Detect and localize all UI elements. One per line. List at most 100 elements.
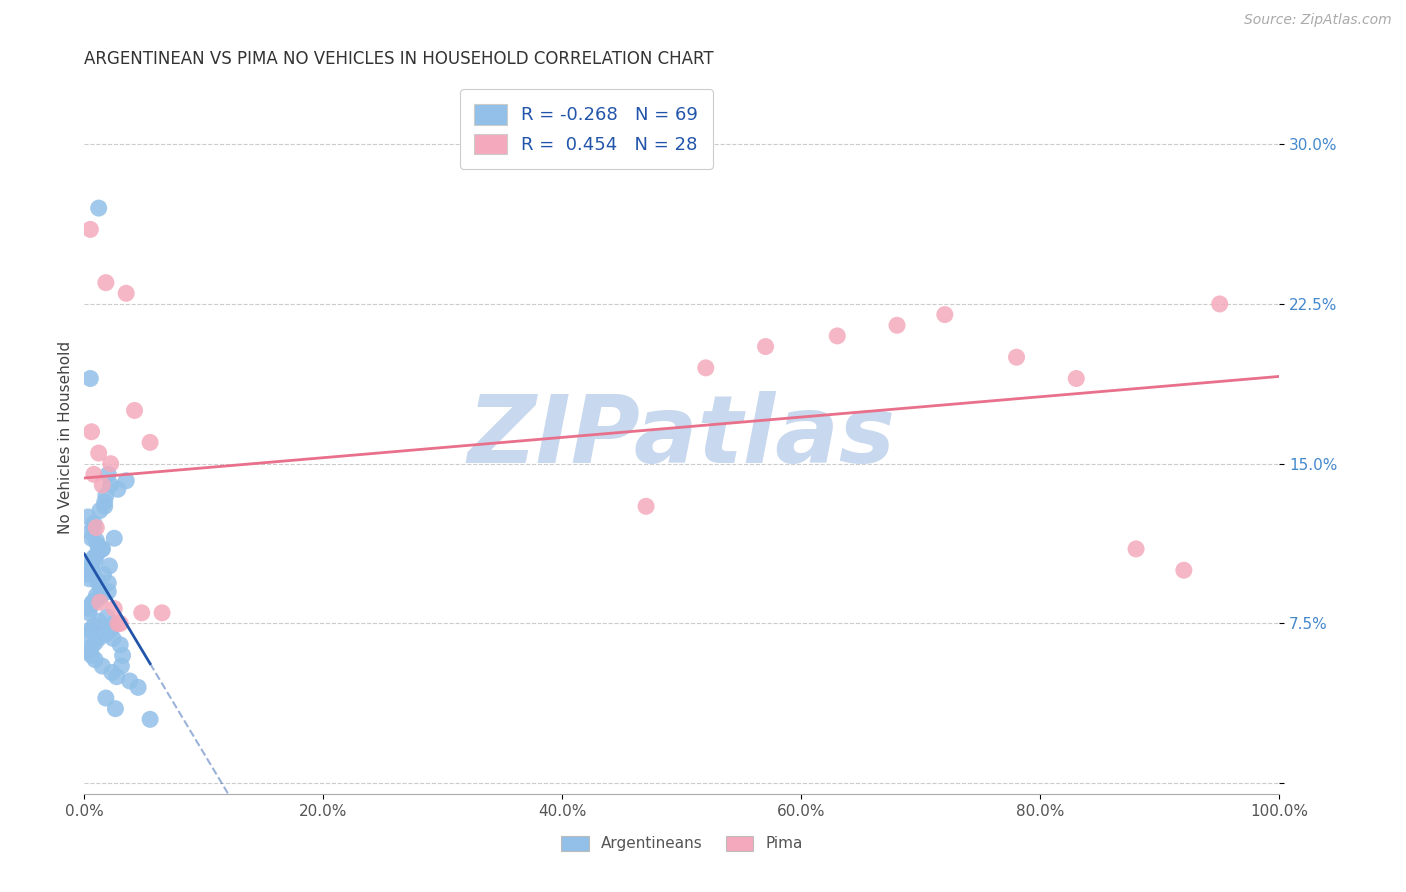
Point — [79, 222, 101, 236]
Point — [80, 640, 103, 654]
Point — [89, 580, 111, 594]
Point — [100, 478, 122, 492]
Point — [77, 601, 100, 615]
Point — [76, 644, 98, 658]
Point — [105, 670, 128, 684]
Point — [100, 457, 122, 471]
Point — [101, 665, 124, 680]
Point — [695, 360, 717, 375]
Point — [94, 691, 117, 706]
Point — [93, 567, 115, 582]
Point — [124, 403, 146, 417]
Point — [82, 595, 104, 609]
Point — [79, 623, 101, 637]
Point — [80, 425, 103, 439]
Point — [93, 495, 115, 509]
Point — [103, 531, 125, 545]
Point — [1209, 297, 1232, 311]
Legend: Argentineans, Pima: Argentineans, Pima — [555, 830, 808, 857]
Point — [96, 610, 118, 624]
Point — [103, 616, 125, 631]
Point — [83, 618, 105, 632]
Point — [77, 510, 100, 524]
Point — [77, 563, 100, 577]
Point — [77, 572, 100, 586]
Point — [89, 595, 111, 609]
Point — [87, 201, 110, 215]
Point — [118, 673, 141, 688]
Point — [107, 483, 129, 497]
Point — [107, 616, 129, 631]
Point — [79, 371, 101, 385]
Point — [94, 627, 117, 641]
Point — [111, 648, 134, 663]
Point — [86, 589, 108, 603]
Point — [110, 659, 132, 673]
Point — [82, 563, 104, 577]
Point — [934, 308, 956, 322]
Point — [94, 276, 117, 290]
Point — [83, 520, 105, 534]
Point — [87, 632, 110, 646]
Point — [755, 340, 778, 354]
Point — [86, 538, 108, 552]
Point — [101, 632, 124, 646]
Point — [83, 467, 105, 482]
Point — [79, 524, 101, 539]
Point — [103, 601, 125, 615]
Point — [91, 541, 114, 556]
Point — [131, 606, 153, 620]
Point — [84, 653, 107, 667]
Point — [886, 318, 908, 333]
Point — [80, 648, 103, 663]
Point — [76, 627, 98, 641]
Point — [98, 558, 121, 573]
Point — [80, 597, 103, 611]
Point — [84, 635, 107, 649]
Point — [104, 701, 127, 715]
Point — [83, 516, 105, 531]
Point — [90, 584, 112, 599]
Point — [139, 712, 162, 726]
Point — [87, 615, 110, 629]
Point — [86, 520, 108, 534]
Point — [86, 533, 108, 548]
Point — [93, 500, 115, 514]
Point — [84, 552, 107, 566]
Point — [91, 659, 114, 673]
Point — [827, 329, 849, 343]
Point — [91, 541, 114, 556]
Point — [1066, 371, 1088, 385]
Point — [80, 531, 103, 545]
Point — [97, 467, 120, 482]
Point — [90, 589, 112, 603]
Point — [86, 546, 108, 560]
Point — [100, 623, 122, 637]
Point — [86, 574, 108, 588]
Point — [139, 435, 162, 450]
Point — [89, 503, 111, 517]
Point — [86, 593, 108, 607]
Point — [150, 606, 173, 620]
Point — [115, 474, 138, 488]
Point — [1125, 541, 1147, 556]
Point — [77, 606, 100, 620]
Point — [87, 446, 110, 460]
Text: Source: ZipAtlas.com: Source: ZipAtlas.com — [1244, 13, 1392, 28]
Point — [97, 576, 120, 591]
Point — [127, 681, 149, 695]
Point — [115, 286, 138, 301]
Text: ARGENTINEAN VS PIMA NO VEHICLES IN HOUSEHOLD CORRELATION CHART: ARGENTINEAN VS PIMA NO VEHICLES IN HOUSE… — [84, 50, 714, 68]
Point — [79, 558, 101, 573]
Point — [83, 550, 105, 565]
Point — [636, 500, 658, 514]
Point — [110, 616, 132, 631]
Point — [110, 638, 132, 652]
Y-axis label: No Vehicles in Household: No Vehicles in Household — [58, 341, 73, 533]
Point — [1005, 350, 1028, 364]
Text: ZIPatlas: ZIPatlas — [468, 391, 896, 483]
Point — [94, 489, 117, 503]
Point — [97, 584, 120, 599]
Point — [1173, 563, 1195, 577]
Point — [82, 552, 104, 566]
